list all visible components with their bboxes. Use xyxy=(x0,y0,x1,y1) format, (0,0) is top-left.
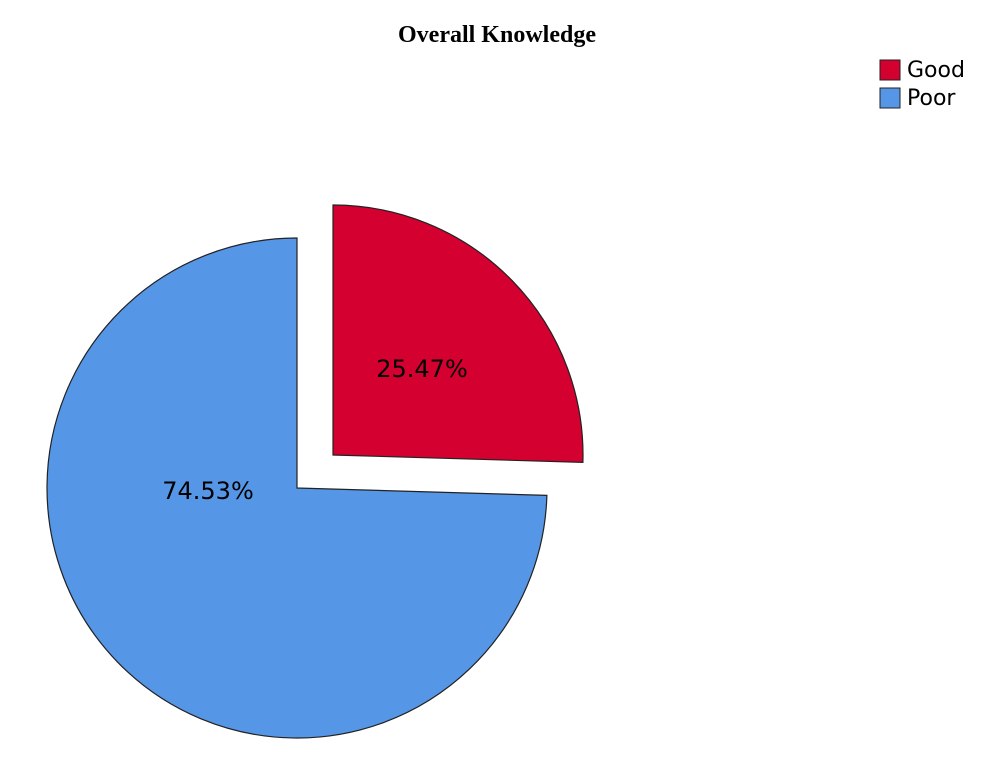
pie-slice xyxy=(332,204,584,463)
legend-swatch xyxy=(879,59,901,81)
slice-label: 74.53% xyxy=(162,477,254,505)
legend-swatch xyxy=(879,87,901,109)
pie-slice xyxy=(46,237,548,739)
slice-label: 25.47% xyxy=(376,355,468,383)
legend-label: Good xyxy=(907,58,965,83)
legend-label: Poor xyxy=(907,86,956,111)
chart-title: Overall Knowledge xyxy=(398,22,596,48)
